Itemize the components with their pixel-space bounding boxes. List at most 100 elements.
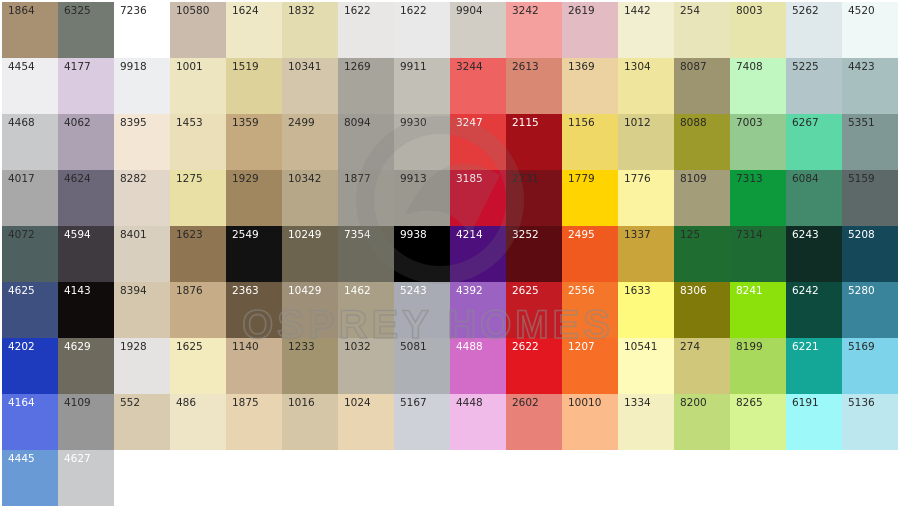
swatch-code-label: 9938 [400,229,427,241]
swatch-code-label: 8282 [120,173,147,185]
color-swatch-grid: 1864 6325 7236 10580 1624 1832 1622 1622 9904 324… [2,2,898,506]
swatch-code-label: 5208 [848,229,875,241]
color-swatch: 2495 [562,226,618,282]
swatch-code-label: 8241 [736,285,763,297]
color-swatch: 4627 [58,450,114,506]
color-swatch: 8088 [674,114,730,170]
swatch-code-label: 3252 [512,229,539,241]
color-swatch: 552 [114,394,170,450]
swatch-code-label: 4177 [64,61,91,73]
color-swatch: 7354 [338,226,394,282]
swatch-code-label: 2613 [512,61,539,73]
swatch-code-label: 5225 [792,61,819,73]
color-swatch: 8087 [674,58,730,114]
swatch-code-label: 2619 [568,5,595,17]
swatch-code-label: 2499 [288,117,315,129]
color-swatch: 8003 [730,2,786,58]
swatch-code-label: 4594 [64,229,91,241]
swatch-code-label: 8394 [120,285,147,297]
swatch-code-label: 4488 [456,341,483,353]
swatch-code-label: 3242 [512,5,539,17]
color-swatch: 4109 [58,394,114,450]
color-swatch: 4143 [58,282,114,338]
swatch-row: 4072 4594 8401 1623 2549 10249 7354 9938 4214 325… [2,226,898,282]
color-swatch: 1623 [170,226,226,282]
color-swatch: 4445 [2,450,58,506]
color-swatch: 1304 [618,58,674,114]
swatch-code-label: 1334 [624,397,651,409]
swatch-code-label: 4468 [8,117,35,129]
swatch-code-label: 7313 [736,173,763,185]
color-swatch: 1269 [338,58,394,114]
color-swatch: 4214 [450,226,506,282]
swatch-code-label: 4017 [8,173,35,185]
swatch-code-label: 1442 [624,5,651,17]
color-swatch: 9911 [394,58,450,114]
color-swatch: 4448 [450,394,506,450]
swatch-code-label: 3185 [456,173,483,185]
swatch-code-label: 8199 [736,341,763,353]
color-swatch: 1032 [338,338,394,394]
swatch-code-label: 1337 [624,229,651,241]
color-swatch: 1140 [226,338,282,394]
color-swatch: 254 [674,2,730,58]
swatch-code-label: 4629 [64,341,91,353]
color-swatch: 2115 [506,114,562,170]
color-swatch: 1442 [618,2,674,58]
swatch-code-label: 8306 [680,285,707,297]
swatch-code-label: 8087 [680,61,707,73]
swatch-code-label: 8094 [344,117,371,129]
swatch-code-label: 2556 [568,285,595,297]
swatch-code-label: 10342 [288,173,322,185]
swatch-code-label: 1140 [232,341,259,353]
color-swatch: 1359 [226,114,282,170]
color-swatch: 4629 [58,338,114,394]
color-swatch: 1928 [114,338,170,394]
color-swatch: 6084 [786,170,842,226]
swatch-code-label: 9904 [456,5,483,17]
swatch-code-label: 1864 [8,5,35,17]
color-swatch: 4017 [2,170,58,226]
color-swatch: 5280 [842,282,898,338]
swatch-code-label: 10249 [288,229,322,241]
color-swatch: 6243 [786,226,842,282]
swatch-code-label: 4454 [8,61,35,73]
color-swatch: 1864 [2,2,58,58]
color-swatch: 4392 [450,282,506,338]
swatch-code-label: 3244 [456,61,483,73]
color-swatch: 9930 [394,114,450,170]
swatch-code-label: 9930 [400,117,427,129]
color-swatch: 6221 [786,338,842,394]
swatch-code-label: 7314 [736,229,763,241]
swatch-code-label: 4448 [456,397,483,409]
color-swatch: 8241 [730,282,786,338]
color-swatch: 1233 [282,338,338,394]
color-swatch: 7314 [730,226,786,282]
color-swatch: 1334 [618,394,674,450]
swatch-code-label: 5081 [400,341,427,353]
swatch-code-label: 7003 [736,117,763,129]
color-swatch: 4062 [58,114,114,170]
swatch-code-label: 2602 [512,397,539,409]
color-swatch: 1779 [562,170,618,226]
color-swatch: 5208 [842,226,898,282]
swatch-code-label: 6267 [792,117,819,129]
swatch-code-label: 1012 [624,117,651,129]
color-swatch: 6267 [786,114,842,170]
swatch-code-label: 6191 [792,397,819,409]
swatch-code-label: 8265 [736,397,763,409]
color-swatch: 8306 [674,282,730,338]
swatch-code-label: 254 [680,5,701,17]
color-swatch: 1877 [338,170,394,226]
swatch-code-label: 1875 [232,397,259,409]
color-swatch: 5169 [842,338,898,394]
color-swatch: 1453 [170,114,226,170]
color-swatch: 2549 [226,226,282,282]
swatch-code-label: 2549 [232,229,259,241]
color-swatch: 1832 [282,2,338,58]
color-swatch: 8200 [674,394,730,450]
swatch-code-label: 1032 [344,341,371,353]
swatch-code-label: 9918 [120,61,147,73]
swatch-code-label: 2115 [512,117,539,129]
swatch-code-label: 1876 [176,285,203,297]
